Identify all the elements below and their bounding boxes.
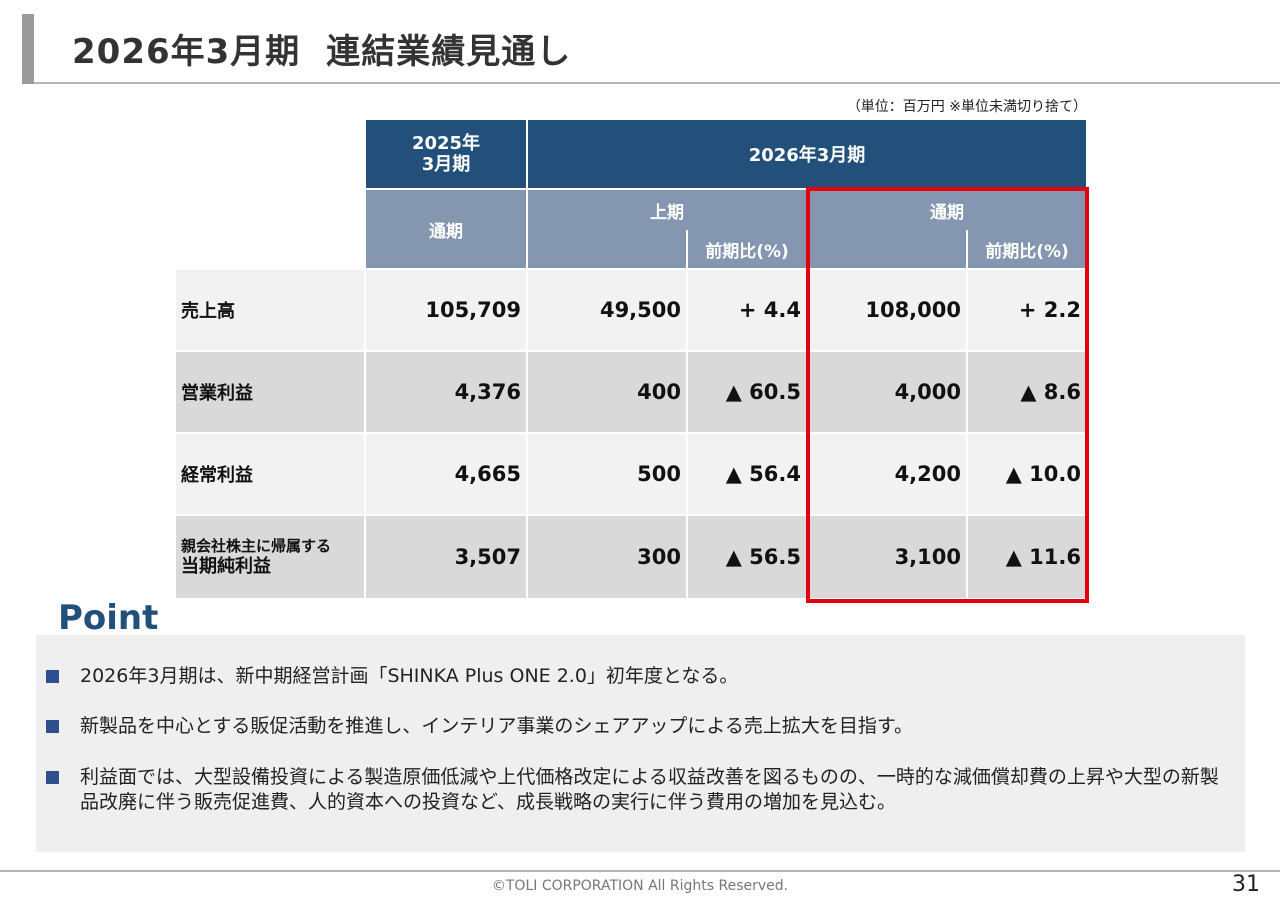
page-title: 2026年3月期 連結業績見通し bbox=[72, 24, 571, 73]
row-label-ordinary-income: 経常利益 bbox=[176, 434, 364, 514]
point-bullet-2: 新製品を中心とする販促活動を推進し、インテリア事業のシェアアップによる売上拡大を… bbox=[46, 714, 1226, 739]
row-label-net-income: 親会社株主に帰属する 当期純利益 bbox=[176, 516, 364, 598]
point-bullet-3-text: 利益面では、大型設備投資による製造原価低減や上代価格改定による収益改善を図るもの… bbox=[80, 766, 1219, 813]
header-prev-year-line1: 2025年 bbox=[411, 133, 481, 154]
cell-net-h1-ratio: ▲ 56.5 bbox=[688, 516, 806, 598]
cell-op-fy: 4,000 bbox=[808, 352, 966, 432]
page-number: 31 bbox=[1232, 872, 1260, 897]
header-prev-year: 2025年 3月期 bbox=[366, 120, 526, 188]
cell-sales-fy: 108,000 bbox=[808, 270, 966, 350]
cell-net-fy: 3,100 bbox=[808, 516, 966, 598]
header-current-year: 2026年3月期 bbox=[528, 120, 1086, 188]
cell-net-prev: 3,507 bbox=[366, 516, 526, 598]
cell-op-h1: 400 bbox=[528, 352, 686, 432]
cell-ord-fy: 4,200 bbox=[808, 434, 966, 514]
cell-ord-prev: 4,665 bbox=[366, 434, 526, 514]
cell-op-prev: 4,376 bbox=[366, 352, 526, 432]
point-bullet-1-text: 2026年3月期は、新中期経営計画「SHINKA Plus ONE 2.0」初年… bbox=[80, 665, 739, 687]
point-box bbox=[36, 635, 1245, 852]
page-title-subject: 連結業績見通し bbox=[326, 32, 572, 72]
cell-op-fy-ratio: ▲ 8.6 bbox=[968, 352, 1086, 432]
bullet-square-icon bbox=[46, 771, 59, 784]
cell-net-fy-ratio: ▲ 11.6 bbox=[968, 516, 1086, 598]
point-bullet-1: 2026年3月期は、新中期経営計画「SHINKA Plus ONE 2.0」初年… bbox=[46, 664, 1226, 689]
page-title-period: 2026年3月期 bbox=[72, 32, 301, 72]
row-label-sales: 売上高 bbox=[176, 270, 364, 350]
bullet-square-icon bbox=[46, 720, 59, 733]
cell-op-h1-ratio: ▲ 60.5 bbox=[688, 352, 806, 432]
point-bullet-3: 利益面では、大型設備投資による製造原価低減や上代価格改定による収益改善を図るもの… bbox=[46, 765, 1226, 815]
row-label-operating-income: 営業利益 bbox=[176, 352, 364, 432]
header-first-half: 上期 bbox=[528, 190, 806, 230]
cell-sales-h1: 49,500 bbox=[528, 270, 686, 350]
header-full-year-left-ext bbox=[808, 230, 966, 268]
header-prev-year-line2: 3月期 bbox=[421, 154, 471, 175]
row-label-net-income-line1: 親会社株主に帰属する bbox=[181, 537, 332, 555]
cell-sales-h1-ratio: + 4.4 bbox=[688, 270, 806, 350]
title-accent-bar bbox=[22, 14, 34, 84]
header-first-half-ratio: 前期比(%) bbox=[688, 230, 806, 268]
footer-divider bbox=[0, 870, 1280, 872]
row-label-net-income-line2: 当期純利益 bbox=[181, 556, 271, 577]
cell-ord-h1: 500 bbox=[528, 434, 686, 514]
cell-sales-prev: 105,709 bbox=[366, 270, 526, 350]
point-title: Point bbox=[58, 598, 159, 638]
header-full-year: 通期 bbox=[808, 190, 1086, 230]
point-bullet-2-text: 新製品を中心とする販促活動を推進し、インテリア事業のシェアアップによる売上拡大を… bbox=[80, 715, 913, 737]
cell-ord-fy-ratio: ▲ 10.0 bbox=[968, 434, 1086, 514]
cell-ord-h1-ratio: ▲ 56.4 bbox=[688, 434, 806, 514]
unit-note: （単位：百万円 ※単位未満切り捨て） bbox=[846, 99, 1087, 115]
bullet-square-icon bbox=[46, 670, 59, 683]
cell-net-h1: 300 bbox=[528, 516, 686, 598]
copyright: ©TOLI CORPORATION All Rights Reserved. bbox=[491, 878, 789, 894]
header-prev-full-year: 通期 bbox=[366, 190, 526, 268]
title-divider bbox=[34, 82, 1280, 84]
cell-sales-fy-ratio: + 2.2 bbox=[968, 270, 1086, 350]
header-full-year-ratio: 前期比(%) bbox=[968, 230, 1086, 268]
header-first-half-left-ext bbox=[528, 230, 686, 268]
